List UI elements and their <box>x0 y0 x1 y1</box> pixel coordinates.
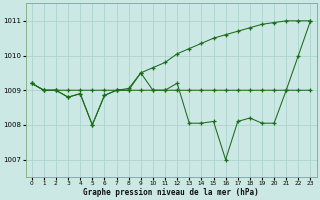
X-axis label: Graphe pression niveau de la mer (hPa): Graphe pression niveau de la mer (hPa) <box>83 188 259 197</box>
